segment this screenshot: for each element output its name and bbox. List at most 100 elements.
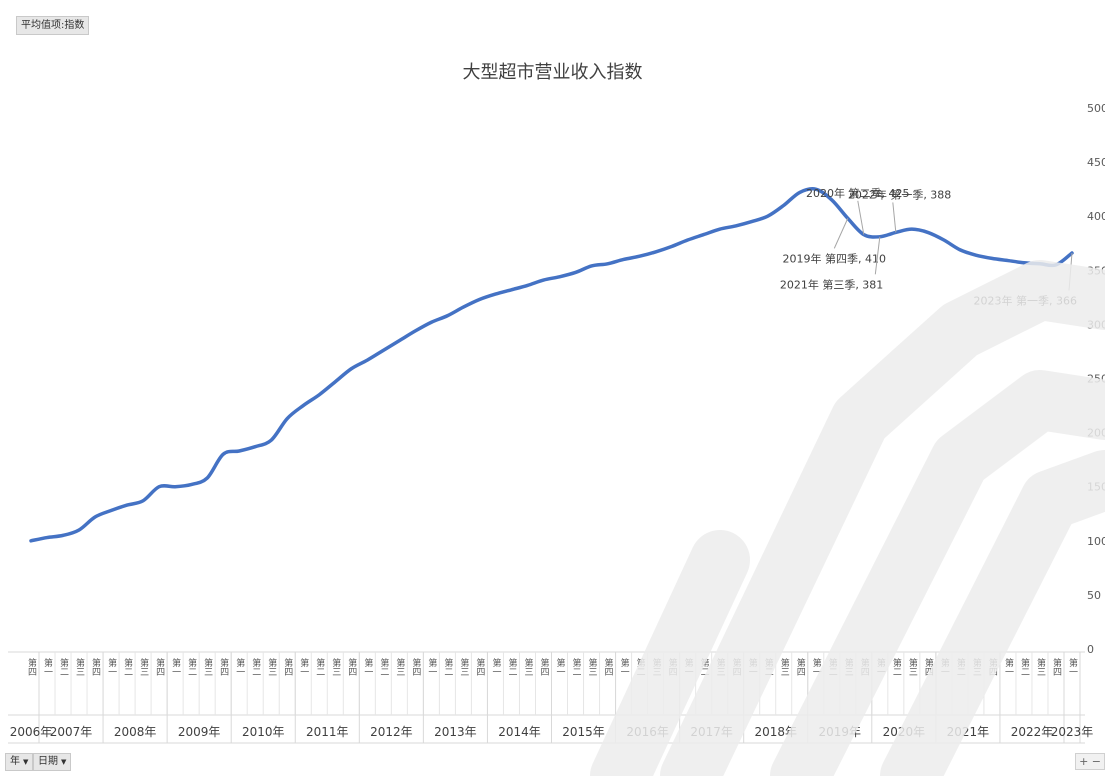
quarter-tick-label: 第一	[875, 657, 886, 676]
y-tick-label: 350	[1087, 264, 1105, 277]
chevron-down-icon: ▼	[61, 758, 67, 766]
year-tick-label: 2023年	[1051, 725, 1094, 739]
quarter-tick-label: 第四	[282, 657, 293, 676]
quarter-tick-label: 第二	[827, 657, 838, 676]
y-tick-label: 300	[1087, 318, 1105, 331]
y-tick-label: 100	[1087, 535, 1105, 548]
data-label: 2022年 第一季, 388	[848, 187, 951, 201]
quarter-tick-label: 第二	[58, 657, 69, 676]
year-tick-label: 2014年	[498, 725, 541, 739]
quarter-tick-label: 第三	[394, 657, 405, 676]
value-field-button[interactable]: 平均值项:指数	[16, 16, 90, 35]
quarter-tick-label: 第三	[458, 657, 469, 676]
quarter-tick-label: 第四	[474, 657, 485, 676]
year-tick-label: 2021年	[947, 725, 990, 739]
quarter-tick-label: 第二	[442, 657, 453, 676]
year-tick-label: 2010年	[242, 725, 285, 739]
data-label: 2021年 第三季, 381	[780, 277, 883, 291]
date-field-label: 日期	[38, 756, 58, 767]
year-tick-label: 2007年	[50, 725, 93, 739]
quarter-tick-label: 第一	[747, 657, 758, 676]
quarter-tick-label: 第一	[170, 657, 181, 676]
series-line-group	[29, 186, 1074, 543]
quarter-tick-label: 第一	[1067, 657, 1078, 676]
quarter-tick-label: 第一	[1003, 657, 1014, 676]
quarter-tick-label: 第四	[26, 657, 37, 676]
quarter-tick-label: 第四	[603, 657, 614, 676]
quarter-tick-label: 第三	[74, 657, 85, 676]
y-tick-label: 50	[1087, 589, 1101, 602]
year-tick-label: 2008年	[114, 725, 157, 739]
y-tick-label: 450	[1087, 156, 1105, 169]
quarter-tick-label: 第二	[186, 657, 197, 676]
data-labels: 2019年 第四季, 410 2020年 第二季, 425 2021年 第三季, 3…	[780, 186, 1077, 308]
x-axis-quarter-labels: 第四 第一 第二 第三 第四 第一 第二 第三 第四 第一 第二 第三 第四 第一 第二 第三 第四 第一 第二 第三…	[26, 652, 1081, 715]
quarter-tick-label: 第三	[971, 657, 982, 676]
data-label: 2019年 第四季, 410	[783, 251, 886, 265]
quarter-tick-label: 第二	[122, 657, 133, 676]
quarter-tick-label: 第一	[298, 657, 309, 676]
quarter-tick-label: 第三	[715, 657, 726, 676]
quarter-tick-label: 第三	[266, 657, 277, 676]
chart-title: 大型超市营业收入指数	[462, 62, 643, 83]
quarter-tick-label: 第三	[522, 657, 533, 676]
label-leader-line	[892, 202, 897, 233]
year-tick-label: 2009年	[178, 725, 221, 739]
y-tick-label: 150	[1087, 481, 1105, 494]
quarter-tick-label: 第一	[683, 657, 694, 676]
quarter-tick-label: 第二	[506, 657, 517, 676]
quarter-tick-label: 第三	[1035, 657, 1046, 676]
year-tick-label: 2017年	[690, 725, 733, 739]
year-tick-label: 2015年	[562, 725, 605, 739]
quarter-tick-label: 第二	[699, 657, 710, 676]
quarter-tick-label: 第一	[106, 657, 117, 676]
quarter-tick-label: 第四	[859, 657, 870, 676]
quarter-tick-label: 第一	[426, 657, 437, 676]
quarter-tick-label: 第二	[571, 657, 582, 676]
quarter-tick-label: 第二	[1019, 657, 1030, 676]
year-field-button[interactable]: 年 ▼	[5, 753, 34, 771]
quarter-tick-label: 第四	[1051, 657, 1062, 676]
quarter-tick-label: 第四	[731, 657, 742, 676]
y-axis-ticks: 0 50 100 150 200 250 300 350 400 450 500	[1087, 102, 1105, 656]
quarter-tick-label: 第二	[955, 657, 966, 676]
y-tick-label: 0	[1087, 643, 1094, 656]
y-tick-label: 250	[1087, 373, 1105, 386]
year-tick-label: 2019年	[819, 725, 862, 739]
quarter-tick-label: 第三	[779, 657, 790, 676]
quarter-tick-label: 第二	[378, 657, 389, 676]
quarter-tick-label: 第二	[763, 657, 774, 676]
quarter-tick-label: 第三	[843, 657, 854, 676]
year-tick-label: 2020年	[883, 725, 926, 739]
quarter-tick-label: 第四	[795, 657, 806, 676]
quarter-tick-label: 第四	[410, 657, 421, 676]
quarter-tick-label: 第三	[651, 657, 662, 676]
label-leader-line	[833, 218, 849, 249]
quarter-tick-label: 第一	[619, 657, 630, 676]
quarter-tick-label: 第三	[138, 657, 149, 676]
year-tick-label: 2013年	[434, 725, 477, 739]
quarter-tick-label: 第三	[202, 657, 213, 676]
label-leader-line	[1068, 252, 1073, 291]
quarter-tick-label: 第四	[923, 657, 934, 676]
year-tick-label: 2012年	[370, 725, 413, 739]
quarter-tick-label: 第四	[667, 657, 678, 676]
year-tick-label: 2016年	[626, 725, 669, 739]
quarter-tick-label: 第四	[538, 657, 549, 676]
value-field-label: 平均值项:指数	[21, 20, 85, 31]
quarter-tick-label: 第一	[234, 657, 245, 676]
year-tick-label: 2022年	[1011, 725, 1054, 739]
zoom-control[interactable]: + −	[1075, 753, 1105, 770]
quarter-tick-label: 第一	[811, 657, 822, 676]
quarter-tick-label: 第四	[346, 657, 357, 676]
label-leader-line	[857, 200, 865, 235]
date-field-button[interactable]: 日期 ▼	[33, 753, 72, 771]
y-tick-label: 400	[1087, 210, 1105, 223]
quarter-tick-label: 第二	[635, 657, 646, 676]
chevron-down-icon: ▼	[23, 758, 29, 766]
quarter-tick-label: 第四	[987, 657, 998, 676]
quarter-tick-label: 第二	[314, 657, 325, 676]
quarter-tick-label: 第一	[555, 657, 566, 676]
quarter-tick-label: 第一	[490, 657, 501, 676]
